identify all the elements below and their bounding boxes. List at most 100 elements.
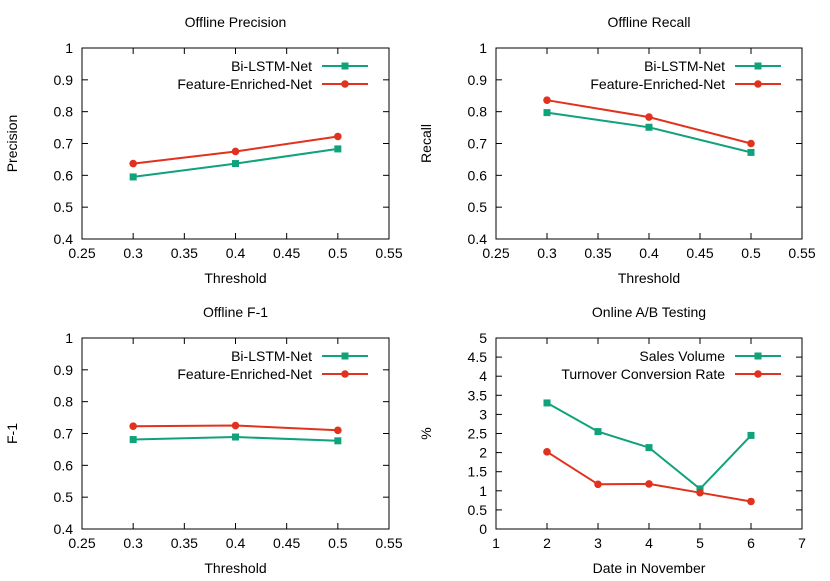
y-tick-label: 0.9 [54, 72, 74, 88]
legend-label: Bi-LSTM-Net [644, 58, 725, 74]
x-tick-label: 4 [645, 535, 653, 551]
x-axis-label: Threshold [618, 270, 680, 286]
x-tick-label: 6 [747, 535, 755, 551]
data-point [543, 96, 551, 105]
x-tick-label: 0.3 [123, 535, 143, 551]
data-point [231, 421, 240, 430]
y-tick-label: 1 [479, 40, 487, 56]
x-axis-label: Threshold [204, 270, 266, 286]
legend-entry: Bi-LSTM-Net [231, 58, 368, 74]
data-point [645, 444, 653, 452]
data-point [747, 148, 755, 156]
y-axis-label: % [418, 427, 434, 439]
data-point [645, 480, 653, 488]
y-tick-label: 4.5 [468, 349, 488, 365]
data-point [747, 431, 755, 439]
y-tick-label: 0.5 [54, 489, 74, 505]
x-tick-label: 5 [696, 535, 704, 551]
x-tick-label: 0.55 [375, 535, 402, 551]
y-tick-label: 5 [479, 330, 487, 346]
legend-label: Turnover Conversion Rate [561, 366, 725, 382]
x-axis-label: Date in November [593, 560, 706, 576]
x-tick-label: 0.4 [639, 245, 659, 261]
data-point [334, 437, 342, 445]
legend-entry: Bi-LSTM-Net [644, 58, 781, 74]
data-point [231, 147, 240, 156]
legend-entry: Feature-Enriched-Net [590, 76, 781, 92]
legend-label: Feature-Enriched-Net [590, 76, 725, 92]
y-tick-label: 0.8 [54, 104, 74, 120]
legend-label: Bi-LSTM-Net [231, 58, 312, 74]
legend-entry: Sales Volume [639, 348, 781, 364]
data-point [696, 488, 704, 497]
legend-marker [341, 80, 349, 88]
legend-label: Feature-Enriched-Net [177, 366, 312, 382]
y-tick-label: 0.6 [54, 167, 74, 183]
y-axis-label: Precision [4, 115, 20, 173]
y-tick-label: 0.6 [54, 457, 74, 473]
chart-title: Offline Recall [607, 14, 690, 30]
x-tick-label: 0.55 [375, 245, 402, 261]
legend-entry: Turnover Conversion Rate [561, 366, 781, 382]
y-tick-label: 3.5 [468, 387, 488, 403]
y-tick-label: 3 [479, 406, 487, 422]
x-tick-label: 0.4 [226, 535, 246, 551]
y-tick-label: 2 [479, 445, 487, 461]
x-tick-label: 0.5 [741, 245, 761, 261]
x-tick-label: 0.4 [226, 245, 246, 261]
x-tick-label: 0.25 [68, 535, 95, 551]
series-line [546, 99, 752, 145]
series-1 [129, 433, 342, 445]
y-tick-label: 4 [479, 368, 487, 384]
y-tick-label: 1 [65, 330, 73, 346]
x-tick-label: 1 [492, 535, 500, 551]
x-tick-label: 0.25 [68, 245, 95, 261]
x-tick-label: 0.45 [686, 245, 713, 261]
legend-marker [754, 80, 762, 88]
x-tick-label: 7 [798, 535, 806, 551]
x-tick-label: 0.45 [273, 535, 300, 551]
legend-marker [341, 352, 349, 360]
data-point [594, 480, 602, 489]
x-tick-label: 0.3 [537, 245, 557, 261]
data-point [334, 145, 342, 153]
chart-panel-4: Online A/B Testing 1 2 3 4 5 6 7 0 0.5 1 1.5 2 2.5 3 3.… [418, 304, 806, 576]
series-1 [129, 145, 342, 181]
data-point [543, 448, 551, 456]
y-tick-label: 1 [65, 40, 73, 56]
y-tick-label: 0.4 [54, 231, 74, 247]
x-tick-label: 0.35 [171, 535, 198, 551]
y-tick-label: 2.5 [468, 426, 488, 442]
data-point [129, 173, 137, 181]
data-point [747, 139, 755, 148]
y-tick-label: 0.9 [468, 72, 488, 88]
y-tick-label: 0.8 [54, 394, 74, 410]
legend-entry: Feature-Enriched-Net [177, 76, 368, 92]
y-tick-label: 0.5 [54, 199, 74, 215]
legend-marker [341, 370, 349, 378]
data-point [747, 497, 755, 506]
series-2 [129, 132, 342, 168]
data-point [645, 113, 653, 121]
x-tick-label: 0.3 [123, 245, 143, 261]
chart-panel-1: Offline Precision 0.25 0.3 0.35 0.4 0.45 0.5 0.… [4, 14, 403, 286]
y-tick-label: 0.5 [468, 199, 488, 215]
data-point [696, 485, 704, 493]
y-tick-label: 0.8 [468, 104, 488, 120]
y-tick-label: 0.7 [54, 426, 74, 442]
y-tick-label: 0 [479, 521, 487, 537]
legend-label: Bi-LSTM-Net [231, 348, 312, 364]
x-tick-label: 3 [594, 535, 602, 551]
data-point [129, 422, 137, 430]
x-tick-label: 0.5 [328, 535, 348, 551]
data-point [334, 132, 342, 141]
data-point [232, 160, 239, 168]
legend-label: Sales Volume [639, 348, 725, 364]
data-point [543, 109, 551, 117]
y-tick-label: 1.5 [468, 464, 488, 480]
x-axis-label: Threshold [204, 560, 266, 576]
chart-title: Offline F-1 [203, 304, 268, 320]
y-tick-label: 0.5 [468, 502, 488, 518]
series-1 [543, 399, 755, 493]
